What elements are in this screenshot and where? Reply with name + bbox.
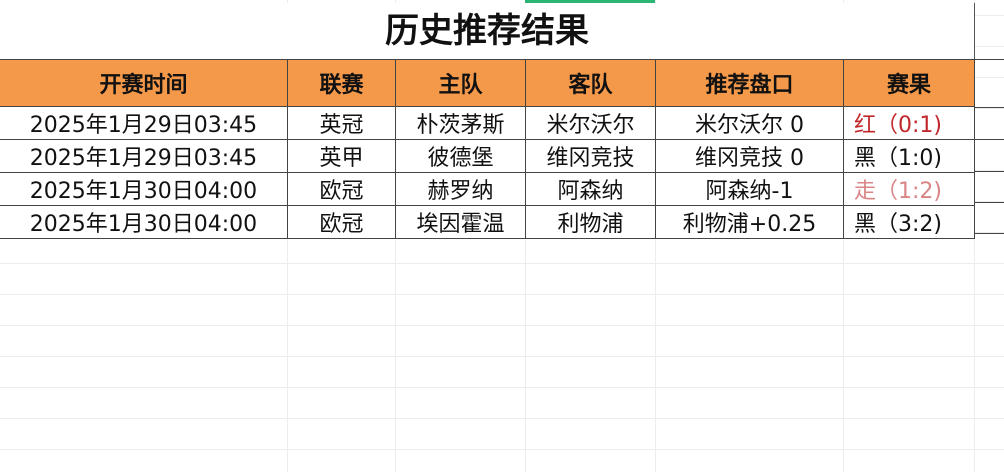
- cell-pick[interactable]: 维冈竞技 0: [655, 139, 844, 173]
- cell-pick[interactable]: 米尔沃尔 0: [655, 106, 844, 140]
- cell-result[interactable]: 黑（1:0): [843, 139, 975, 173]
- cell-home[interactable]: 赫罗纳: [395, 172, 526, 206]
- cell-home[interactable]: 朴茨茅斯: [395, 106, 526, 140]
- table-row: 2025年1月29日03:45 英冠 朴茨茅斯 米尔沃尔 米尔沃尔 0 红（0:…: [0, 106, 975, 140]
- cell-league[interactable]: 欧冠: [287, 172, 396, 206]
- header-away[interactable]: 客队: [525, 59, 656, 107]
- cell-home[interactable]: 彼德堡: [395, 139, 526, 173]
- cell-result[interactable]: 红（0:1): [843, 106, 975, 140]
- cell-empty[interactable]: [974, 172, 1004, 203]
- table-row: 2025年1月29日03:45 英甲 彼德堡 维冈竞技 维冈竞技 0 黑（1:0…: [0, 139, 975, 173]
- cell-league[interactable]: 英甲: [287, 139, 396, 173]
- cell-time[interactable]: 2025年1月30日04:00: [0, 205, 288, 239]
- cell-time[interactable]: 2025年1月29日03:45: [0, 139, 288, 173]
- header-row: 开赛时间 联赛 主队 客队 推荐盘口 赛果: [0, 59, 975, 107]
- adjacent-cells: [974, 59, 1004, 235]
- cell-result[interactable]: 黑（3:2): [843, 205, 975, 239]
- cell-time[interactable]: 2025年1月29日03:45: [0, 106, 288, 140]
- cell-away[interactable]: 阿森纳: [525, 172, 656, 206]
- cell-empty[interactable]: [974, 60, 1004, 108]
- header-home[interactable]: 主队: [395, 59, 526, 107]
- table-row: 2025年1月30日04:00 欧冠 埃因霍温 利物浦 利物浦+0.25 黑（3…: [0, 205, 975, 239]
- header-league[interactable]: 联赛: [287, 59, 396, 107]
- cell-pick[interactable]: 利物浦+0.25: [655, 205, 844, 239]
- active-column-indicator: [525, 0, 655, 3]
- cell-away[interactable]: 维冈竞技: [525, 139, 656, 173]
- header-pick[interactable]: 推荐盘口: [655, 59, 844, 107]
- cell-home[interactable]: 埃因霍温: [395, 205, 526, 239]
- cell-away[interactable]: 利物浦: [525, 205, 656, 239]
- sheet-title[interactable]: 历史推荐结果: [0, 3, 975, 59]
- cell-empty[interactable]: [974, 108, 1004, 140]
- cell-result[interactable]: 走（1:2): [843, 172, 975, 206]
- header-result[interactable]: 赛果: [843, 59, 975, 107]
- cell-empty[interactable]: [974, 203, 1004, 234]
- cell-pick[interactable]: 阿森纳-1: [655, 172, 844, 206]
- cell-empty[interactable]: [974, 140, 1004, 172]
- cell-away[interactable]: 米尔沃尔: [525, 106, 656, 140]
- cell-time[interactable]: 2025年1月30日04:00: [0, 172, 288, 206]
- gridline: [974, 0, 975, 472]
- header-time[interactable]: 开赛时间: [0, 59, 288, 107]
- results-table: 开赛时间 联赛 主队 客队 推荐盘口 赛果 2025年1月29日03:45 英冠…: [0, 59, 975, 239]
- cell-league[interactable]: 英冠: [287, 106, 396, 140]
- table-row: 2025年1月30日04:00 欧冠 赫罗纳 阿森纳 阿森纳-1 走（1:2): [0, 172, 975, 206]
- cell-league[interactable]: 欧冠: [287, 205, 396, 239]
